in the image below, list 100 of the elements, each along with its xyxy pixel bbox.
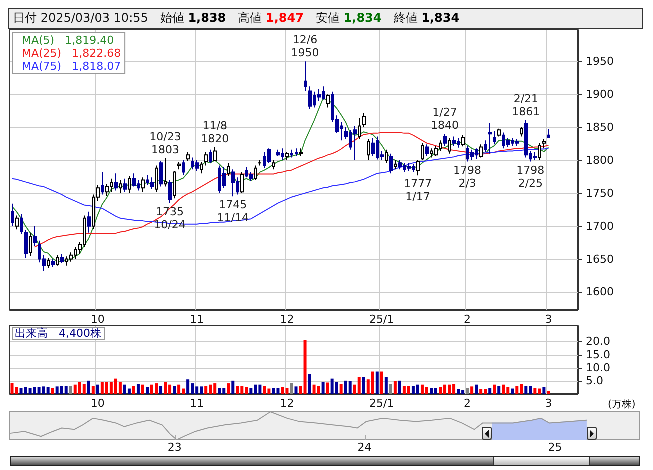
candlestick — [209, 149, 212, 164]
candlestick — [11, 203, 14, 227]
candlestick — [56, 254, 59, 266]
candlestick — [308, 86, 312, 110]
candlestick — [493, 130, 496, 146]
candlestick — [128, 176, 131, 194]
candlestick — [448, 138, 451, 154]
bar — [128, 388, 131, 394]
bar — [542, 387, 546, 394]
y-tick-label: 20.0 — [586, 335, 610, 348]
candlestick — [484, 140, 487, 154]
bar — [348, 381, 352, 394]
candlestick — [227, 162, 230, 177]
candlestick — [358, 118, 361, 140]
annotation: 12/6 1950 — [291, 34, 320, 60]
bar — [439, 387, 442, 394]
bar — [136, 384, 140, 394]
x-tick-label: 3 — [545, 313, 552, 326]
bar — [64, 386, 68, 394]
bar — [425, 387, 428, 394]
bar — [232, 380, 235, 394]
candlestick — [47, 257, 50, 269]
candlestick — [119, 180, 122, 194]
bar — [308, 374, 312, 394]
bar — [204, 386, 208, 394]
candlestick — [389, 153, 393, 174]
bar — [493, 384, 496, 394]
y-tick-label: 1700 — [586, 220, 614, 233]
candlestick — [443, 134, 447, 146]
candlestick — [177, 162, 181, 170]
candlestick — [304, 61, 307, 92]
candlestick — [24, 230, 28, 258]
bar — [281, 387, 284, 394]
candlestick — [132, 173, 136, 188]
bar — [407, 386, 410, 394]
bar — [227, 384, 230, 394]
candlestick — [155, 165, 158, 193]
text: MA(75) 1,818.07 — [22, 60, 122, 73]
x-tick-label: 12 — [280, 397, 294, 410]
bar — [389, 384, 392, 394]
candlestick — [182, 160, 185, 176]
x-tick-label: 10 — [90, 397, 105, 410]
bar — [250, 388, 253, 394]
candlestick — [425, 144, 429, 157]
candlestick — [290, 149, 293, 158]
candlestick — [150, 177, 154, 190]
x-tick-label: 11 — [190, 313, 204, 326]
text: MA(5) 1,819.40 — [22, 34, 114, 47]
bar — [87, 380, 90, 394]
candlestick — [497, 128, 501, 138]
candlestick — [295, 148, 298, 157]
candlestick — [394, 160, 397, 170]
bar — [516, 386, 519, 394]
candlestick — [60, 254, 64, 264]
bar — [132, 386, 136, 394]
bar — [236, 386, 240, 394]
x-tick-label: 10 — [90, 313, 105, 326]
bar — [488, 388, 492, 394]
y-tick-label: 15.0 — [586, 348, 610, 362]
bar — [498, 386, 501, 394]
bar — [317, 386, 320, 394]
bar — [218, 388, 222, 394]
bar — [51, 388, 54, 394]
y-tick-label: 1750 — [586, 186, 614, 200]
bar — [326, 382, 330, 394]
candlestick — [362, 112, 366, 128]
bar — [380, 372, 384, 394]
bar — [178, 384, 181, 394]
candlestick — [123, 178, 127, 193]
bar — [371, 372, 374, 394]
candlestick — [114, 173, 118, 192]
y-tick-label: 1800 — [586, 154, 614, 167]
annotation: 1798 2/25 — [516, 164, 545, 190]
text: 終値 1,834 — [394, 10, 460, 27]
bar — [82, 384, 86, 394]
candlestick — [141, 177, 145, 193]
candlestick — [159, 160, 163, 188]
candlestick — [168, 180, 172, 204]
y-tick-label: 1900 — [586, 88, 614, 102]
y-tick-label: 1950 — [586, 55, 614, 68]
bar — [362, 377, 366, 394]
candlestick — [15, 215, 19, 230]
bar — [340, 384, 343, 394]
candlestick — [488, 123, 492, 154]
x-tick-label: 25 — [548, 441, 562, 454]
candlestick — [299, 148, 303, 157]
candlestick — [87, 211, 91, 234]
bar — [263, 386, 266, 394]
bar — [394, 381, 397, 394]
candlestick — [542, 138, 546, 150]
candlestick — [272, 160, 275, 170]
bar — [398, 380, 402, 394]
text: 安値 1,834 — [316, 10, 382, 27]
candlestick — [533, 152, 537, 161]
candlestick — [164, 158, 167, 188]
y-tick-label: 1650 — [586, 252, 614, 266]
x-tick-label: 25/1 — [370, 397, 394, 410]
bar — [335, 382, 338, 394]
bar — [384, 377, 388, 394]
bar — [480, 389, 483, 394]
